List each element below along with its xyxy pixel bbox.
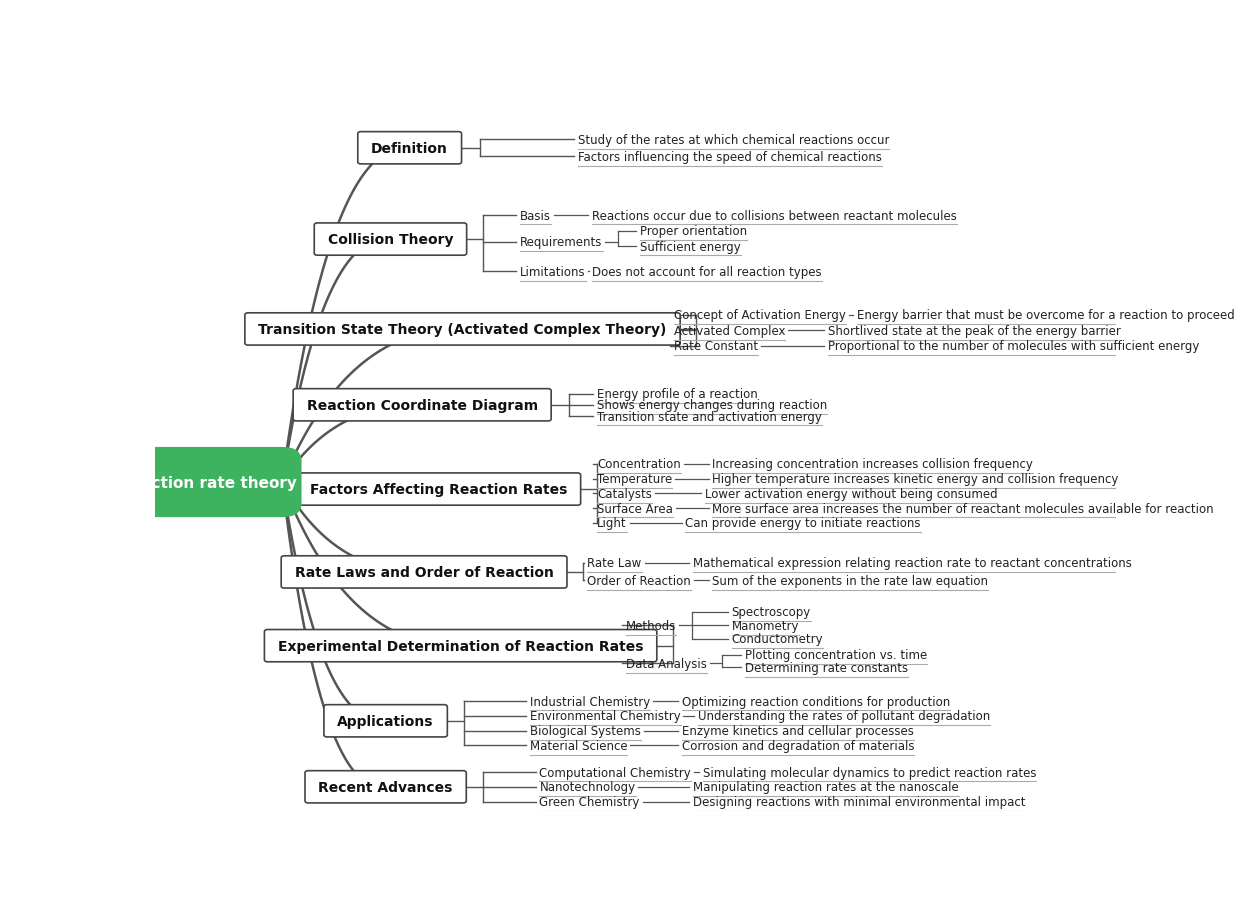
Text: Experimental Determination of Reaction Rates: Experimental Determination of Reaction R…: [278, 639, 644, 653]
Text: Limitations: Limitations: [521, 266, 585, 279]
Text: Transition state and activation energy: Transition state and activation energy: [596, 410, 822, 423]
FancyBboxPatch shape: [314, 224, 466, 256]
FancyBboxPatch shape: [244, 313, 681, 345]
Text: Study of the rates at which chemical reactions occur: Study of the rates at which chemical rea…: [578, 134, 889, 147]
Text: Spectroscopy: Spectroscopy: [732, 606, 811, 619]
Text: Proportional to the number of molecules with sufficient energy: Proportional to the number of molecules …: [828, 340, 1199, 353]
Text: Requirements: Requirements: [521, 236, 603, 249]
Text: Energy profile of a reaction: Energy profile of a reaction: [596, 387, 758, 401]
Text: Simulating molecular dynamics to predict reaction rates: Simulating molecular dynamics to predict…: [703, 766, 1037, 779]
Text: Factors influencing the speed of chemical reactions: Factors influencing the speed of chemica…: [578, 150, 882, 163]
Text: Lower activation energy without being consumed: Lower activation energy without being co…: [704, 487, 997, 500]
Text: Enzyme kinetics and cellular processes: Enzyme kinetics and cellular processes: [682, 724, 914, 737]
Text: Shortlived state at the peak of the energy barrier: Shortlived state at the peak of the ener…: [828, 324, 1121, 337]
FancyBboxPatch shape: [281, 557, 567, 589]
Text: Sufficient energy: Sufficient energy: [640, 241, 742, 253]
Text: Nanotechnology: Nanotechnology: [539, 781, 636, 793]
Text: Green Chemistry: Green Chemistry: [539, 795, 640, 808]
Text: Reactions occur due to collisions between reactant molecules: Reactions occur due to collisions betwee…: [593, 210, 957, 222]
FancyBboxPatch shape: [296, 474, 580, 506]
Text: Conductometry: Conductometry: [732, 632, 823, 645]
Text: Plotting concentration vs. time: Plotting concentration vs. time: [745, 649, 928, 661]
Text: Surface Area: Surface Area: [596, 502, 673, 515]
Text: More surface area increases the number of reactant molecules available for react: More surface area increases the number o…: [712, 502, 1214, 515]
Text: Factors Affecting Reaction Rates: Factors Affecting Reaction Rates: [310, 483, 567, 496]
Text: Energy barrier that must be overcome for a reaction to proceed: Energy barrier that must be overcome for…: [857, 309, 1234, 322]
Text: Manipulating reaction rates at the nanoscale: Manipulating reaction rates at the nanos…: [693, 781, 959, 793]
Text: Collision Theory: Collision Theory: [327, 233, 453, 247]
Text: Material Science: Material Science: [529, 739, 627, 752]
Text: Activated Complex: Activated Complex: [675, 324, 785, 337]
Text: Corrosion and degradation of materials: Corrosion and degradation of materials: [682, 739, 914, 752]
Text: Rate Laws and Order of Reaction: Rate Laws and Order of Reaction: [295, 566, 553, 579]
Text: Mathematical expression relating reaction rate to reactant concentrations: Mathematical expression relating reactio…: [693, 557, 1132, 569]
Text: Recent Advances: Recent Advances: [319, 780, 453, 793]
Text: Rate Law: Rate Law: [588, 557, 642, 569]
Text: Computational Chemistry: Computational Chemistry: [539, 766, 691, 779]
Text: Designing reactions with minimal environmental impact: Designing reactions with minimal environ…: [693, 795, 1025, 808]
FancyBboxPatch shape: [358, 132, 461, 165]
Text: Understanding the rates of pollutant degradation: Understanding the rates of pollutant deg…: [698, 710, 991, 722]
Text: Temperature: Temperature: [596, 473, 672, 486]
Text: Definition: Definition: [371, 141, 448, 156]
Text: Does not account for all reaction types: Does not account for all reaction types: [593, 266, 822, 279]
Text: Manometry: Manometry: [732, 619, 799, 632]
Text: Shows energy changes during reaction: Shows energy changes during reaction: [596, 399, 827, 412]
FancyBboxPatch shape: [264, 630, 657, 662]
Text: Applications: Applications: [337, 714, 434, 728]
Text: Optimizing reaction conditions for production: Optimizing reaction conditions for produ…: [682, 695, 950, 708]
Text: Sum of the exponents in the rate law equation: Sum of the exponents in the rate law equ…: [712, 574, 988, 588]
FancyBboxPatch shape: [305, 771, 466, 804]
Text: Basis: Basis: [521, 210, 552, 222]
Text: Rate Constant: Rate Constant: [675, 340, 758, 353]
Text: Order of Reaction: Order of Reaction: [588, 574, 691, 588]
Text: Concept of Activation Energy: Concept of Activation Energy: [675, 309, 846, 322]
Text: Higher temperature increases kinetic energy and collision frequency: Higher temperature increases kinetic ene…: [712, 473, 1118, 486]
FancyBboxPatch shape: [293, 389, 551, 422]
Text: Can provide energy to initiate reactions: Can provide energy to initiate reactions: [686, 517, 921, 529]
Text: Increasing concentration increases collision frequency: Increasing concentration increases colli…: [712, 457, 1033, 471]
Text: Catalysts: Catalysts: [596, 487, 652, 500]
Text: Data Analysis: Data Analysis: [626, 657, 707, 670]
Text: Proper orientation: Proper orientation: [640, 225, 748, 238]
Text: Transition State Theory (Activated Complex Theory): Transition State Theory (Activated Compl…: [258, 322, 667, 336]
Text: Determining rate constants: Determining rate constants: [745, 661, 908, 674]
FancyBboxPatch shape: [324, 705, 448, 737]
Text: Methods: Methods: [626, 619, 676, 632]
Text: Environmental Chemistry: Environmental Chemistry: [529, 710, 681, 722]
Text: Light: Light: [596, 517, 626, 529]
Text: Biological Systems: Biological Systems: [529, 724, 641, 737]
Text: Industrial Chemistry: Industrial Chemistry: [529, 695, 650, 708]
Text: Concentration: Concentration: [596, 457, 681, 471]
FancyBboxPatch shape: [114, 447, 301, 517]
Text: Reaction rate theory: Reaction rate theory: [119, 475, 296, 490]
Text: Reaction Coordinate Diagram: Reaction Coordinate Diagram: [306, 398, 538, 413]
